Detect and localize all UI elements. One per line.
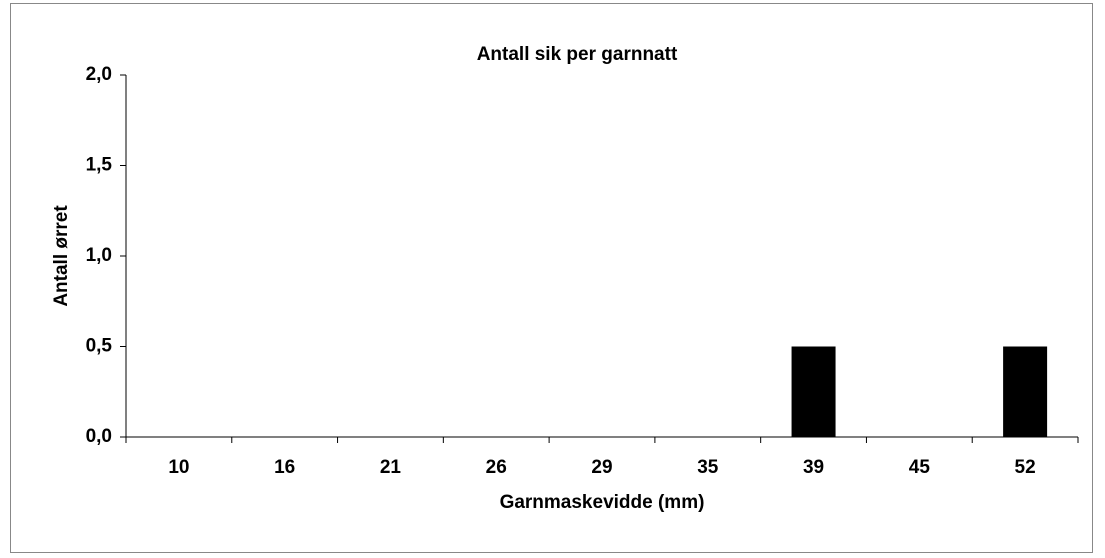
- y-tick-label: 1,5: [86, 155, 113, 176]
- x-tick-label: 52: [1015, 457, 1036, 478]
- x-tick-label: 16: [274, 457, 295, 478]
- bar: [791, 346, 836, 437]
- y-tick-label: 2,0: [86, 64, 112, 85]
- y-axis-title: Antall ørret: [51, 205, 72, 307]
- y-tick-label: 0,0: [86, 426, 112, 447]
- x-axis-title: Garnmaskevidde (mm): [500, 492, 705, 513]
- chart-title: Antall sik per garnnatt: [477, 44, 678, 65]
- x-tick-label: 26: [486, 457, 507, 478]
- x-tick-label: 21: [380, 457, 402, 478]
- bar: [1003, 346, 1048, 437]
- x-tick-label: 39: [803, 457, 824, 478]
- x-tick-label: 35: [697, 457, 719, 478]
- y-tick-label: 0,5: [86, 336, 113, 357]
- x-tick-label: 29: [591, 457, 612, 478]
- x-tick-label: 10: [168, 457, 189, 478]
- chart-frame: [10, 3, 1093, 553]
- y-tick-label: 1,0: [86, 245, 112, 266]
- x-tick-label: 45: [909, 457, 931, 478]
